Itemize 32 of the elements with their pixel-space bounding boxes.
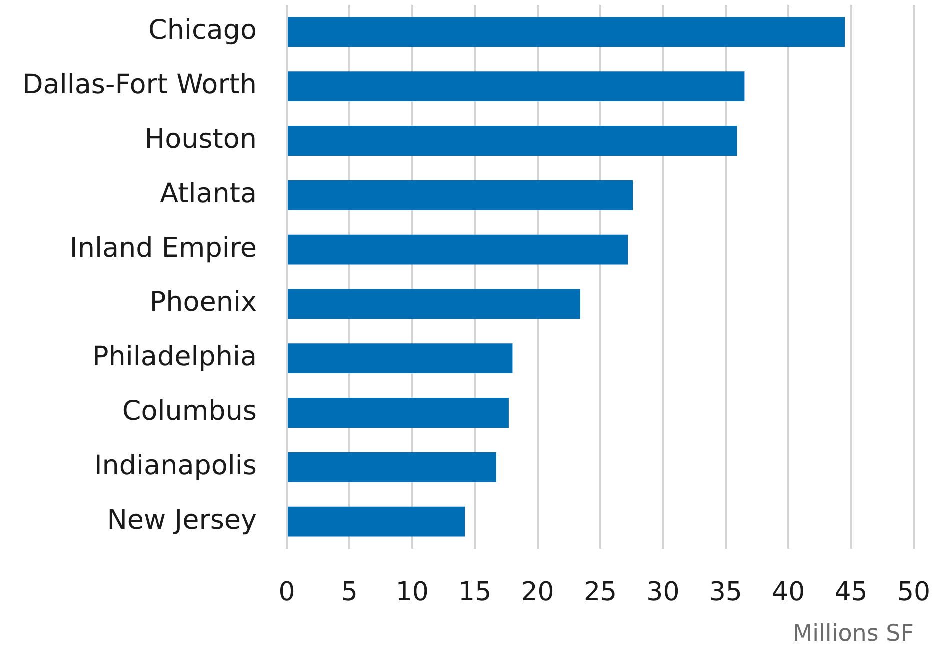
bar xyxy=(288,17,846,48)
bar xyxy=(288,72,745,102)
x-tick-label: 10 xyxy=(396,577,429,608)
x-tick-label: 20 xyxy=(521,577,554,608)
bar xyxy=(288,398,509,428)
y-tick-label: Inland Empire xyxy=(70,232,257,264)
y-tick-label: Chicago xyxy=(148,15,257,46)
bar xyxy=(288,234,628,265)
bar xyxy=(288,506,466,537)
y-tick-label: Philadelphia xyxy=(92,342,257,373)
x-tick-label: 35 xyxy=(709,577,742,608)
y-tick-label: Atlanta xyxy=(160,178,257,210)
x-tick-label: 15 xyxy=(458,577,492,608)
x-tick-label: 5 xyxy=(341,577,358,608)
y-tick-label: Phoenix xyxy=(150,287,258,318)
y-tick-label: Columbus xyxy=(122,396,257,428)
x-tick-label: 30 xyxy=(646,577,680,608)
x-tick-label: 45 xyxy=(834,577,868,608)
x-tick-label: 40 xyxy=(772,577,806,608)
bar xyxy=(288,289,580,320)
y-tick-label: Indianapolis xyxy=(94,450,257,482)
bar xyxy=(288,344,513,374)
x-axis-title: Millions SF xyxy=(792,621,914,648)
x-tick-label: 0 xyxy=(278,577,296,608)
x-tick-label: 50 xyxy=(897,577,931,608)
bar xyxy=(288,126,738,156)
y-tick-label: New Jersey xyxy=(107,504,258,536)
y-tick-label: Houston xyxy=(144,124,257,156)
y-tick-label: Dallas-Fort Worth xyxy=(22,70,257,101)
bar xyxy=(288,452,496,482)
x-tick-label: 25 xyxy=(584,577,618,608)
bar xyxy=(288,180,634,210)
